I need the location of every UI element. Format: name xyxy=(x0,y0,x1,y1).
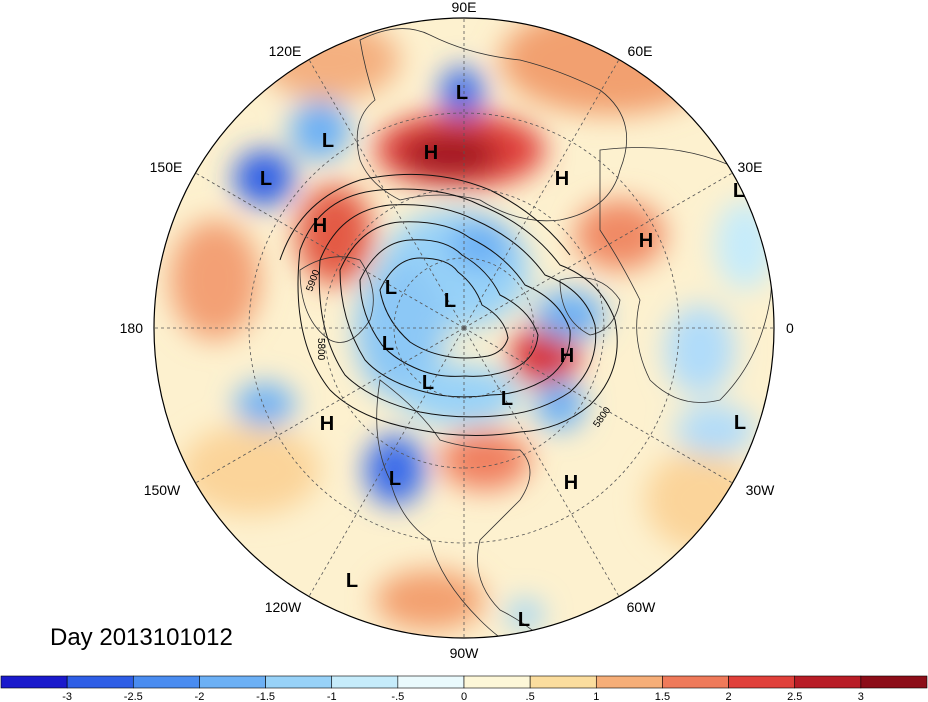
low-pressure-marker: L xyxy=(389,468,401,490)
colorbar-tick-label: -1 xyxy=(327,691,337,702)
colorbar-tick-label: 1.5 xyxy=(655,691,670,702)
meridian-line xyxy=(308,327,465,597)
colorbar-swatch xyxy=(662,675,729,689)
colorbar-tick-label: -3 xyxy=(62,691,72,702)
longitude-label-60e: 60E xyxy=(628,43,653,59)
high-pressure-marker: H xyxy=(320,413,334,435)
meridian-line xyxy=(195,172,465,329)
colorbar-swatch xyxy=(132,675,200,689)
colorbar: -3 -2.5 -2 -1.5 -1 -.5 0 .5 1 1.5 2 2.5 3 xyxy=(0,675,928,702)
meridian-line xyxy=(463,59,620,329)
colorbar-tick-label: 2.5 xyxy=(787,691,802,702)
low-pressure-marker: L xyxy=(733,180,745,202)
high-pressure-marker: H xyxy=(564,472,578,494)
longitude-labels: 90E 60E 30E 0 30W 60W 90W 120W 150W 180 150E 120E xyxy=(120,0,794,661)
high-pressure-marker: H xyxy=(560,345,574,367)
colorbar-tick-label: 2 xyxy=(726,691,732,702)
longitude-label-30w: 30W xyxy=(746,482,776,498)
latitude-circle xyxy=(323,187,605,469)
longitude-label-150e: 150E xyxy=(150,159,183,175)
longitude-label-60w: 60W xyxy=(627,599,657,615)
low-pressure-marker: L xyxy=(444,290,456,312)
colorbar-tick-label: 3 xyxy=(858,691,864,702)
colorbar-tick-label: .5 xyxy=(526,691,535,702)
colorbar-swatch xyxy=(595,675,663,689)
colorbar-tick-label: -2.5 xyxy=(124,691,143,702)
colorbar-swatch xyxy=(0,675,68,689)
colorbar-tick-label: 0 xyxy=(461,691,467,702)
longitude-label-120w: 120W xyxy=(265,599,302,615)
longitude-label-120e: 120E xyxy=(269,43,302,59)
low-pressure-marker: L xyxy=(260,168,272,190)
low-pressure-marker: L xyxy=(518,609,530,631)
high-pressure-marker: H xyxy=(639,230,653,252)
low-pressure-marker: L xyxy=(734,412,746,434)
meridian-line xyxy=(195,327,465,484)
low-pressure-marker: L xyxy=(456,82,468,104)
colorbar-swatch xyxy=(860,675,928,689)
low-pressure-marker: L xyxy=(382,333,394,355)
high-pressure-marker: H xyxy=(555,168,569,190)
pressure-centers: L L H H L H H L L L H L L H L L H L L L xyxy=(260,82,746,631)
colorbar-swatch xyxy=(66,675,134,689)
high-pressure-marker: H xyxy=(313,215,327,237)
colorbar-tick-label: -2 xyxy=(195,691,205,702)
meridian-line xyxy=(463,327,733,484)
colorbar-swatch xyxy=(397,675,465,689)
longitude-label-90w: 90W xyxy=(450,645,480,661)
low-pressure-marker: L xyxy=(422,372,434,394)
low-pressure-marker: L xyxy=(322,130,334,152)
colorbar-swatch xyxy=(199,675,266,689)
longitude-label-90e: 90E xyxy=(452,0,477,15)
longitude-label-180: 180 xyxy=(120,320,144,336)
meridian-line xyxy=(463,172,733,329)
high-pressure-marker: H xyxy=(424,142,438,164)
longitude-label-30e: 30E xyxy=(738,159,763,175)
colorbar-swatch xyxy=(463,675,531,689)
low-pressure-marker: L xyxy=(501,388,513,410)
longitude-label-150w: 150W xyxy=(144,482,181,498)
colorbar-swatch xyxy=(331,675,399,689)
map-boundary xyxy=(153,17,775,639)
colorbar-tick-label: 1 xyxy=(593,691,599,702)
date-label: Day 2013101012 xyxy=(50,624,233,651)
latitude-circle xyxy=(248,112,680,544)
meridian-line xyxy=(308,59,465,329)
colorbar-swatch xyxy=(265,675,333,689)
colorbar-tick-label: -.5 xyxy=(391,691,404,702)
colorbar-swatch xyxy=(529,675,597,689)
contour-label: 5800 xyxy=(315,338,326,361)
meridian-line xyxy=(463,327,620,597)
colorbar-tick-label: -1.5 xyxy=(256,691,275,702)
colorbar-swatch xyxy=(794,675,862,689)
latitude-circle xyxy=(393,257,535,399)
graticule xyxy=(154,18,774,638)
colorbar-swatch xyxy=(728,675,796,689)
height-contours xyxy=(279,173,618,437)
longitude-label-0: 0 xyxy=(786,320,794,336)
low-pressure-marker: L xyxy=(346,570,358,592)
low-pressure-marker: L xyxy=(385,277,397,299)
